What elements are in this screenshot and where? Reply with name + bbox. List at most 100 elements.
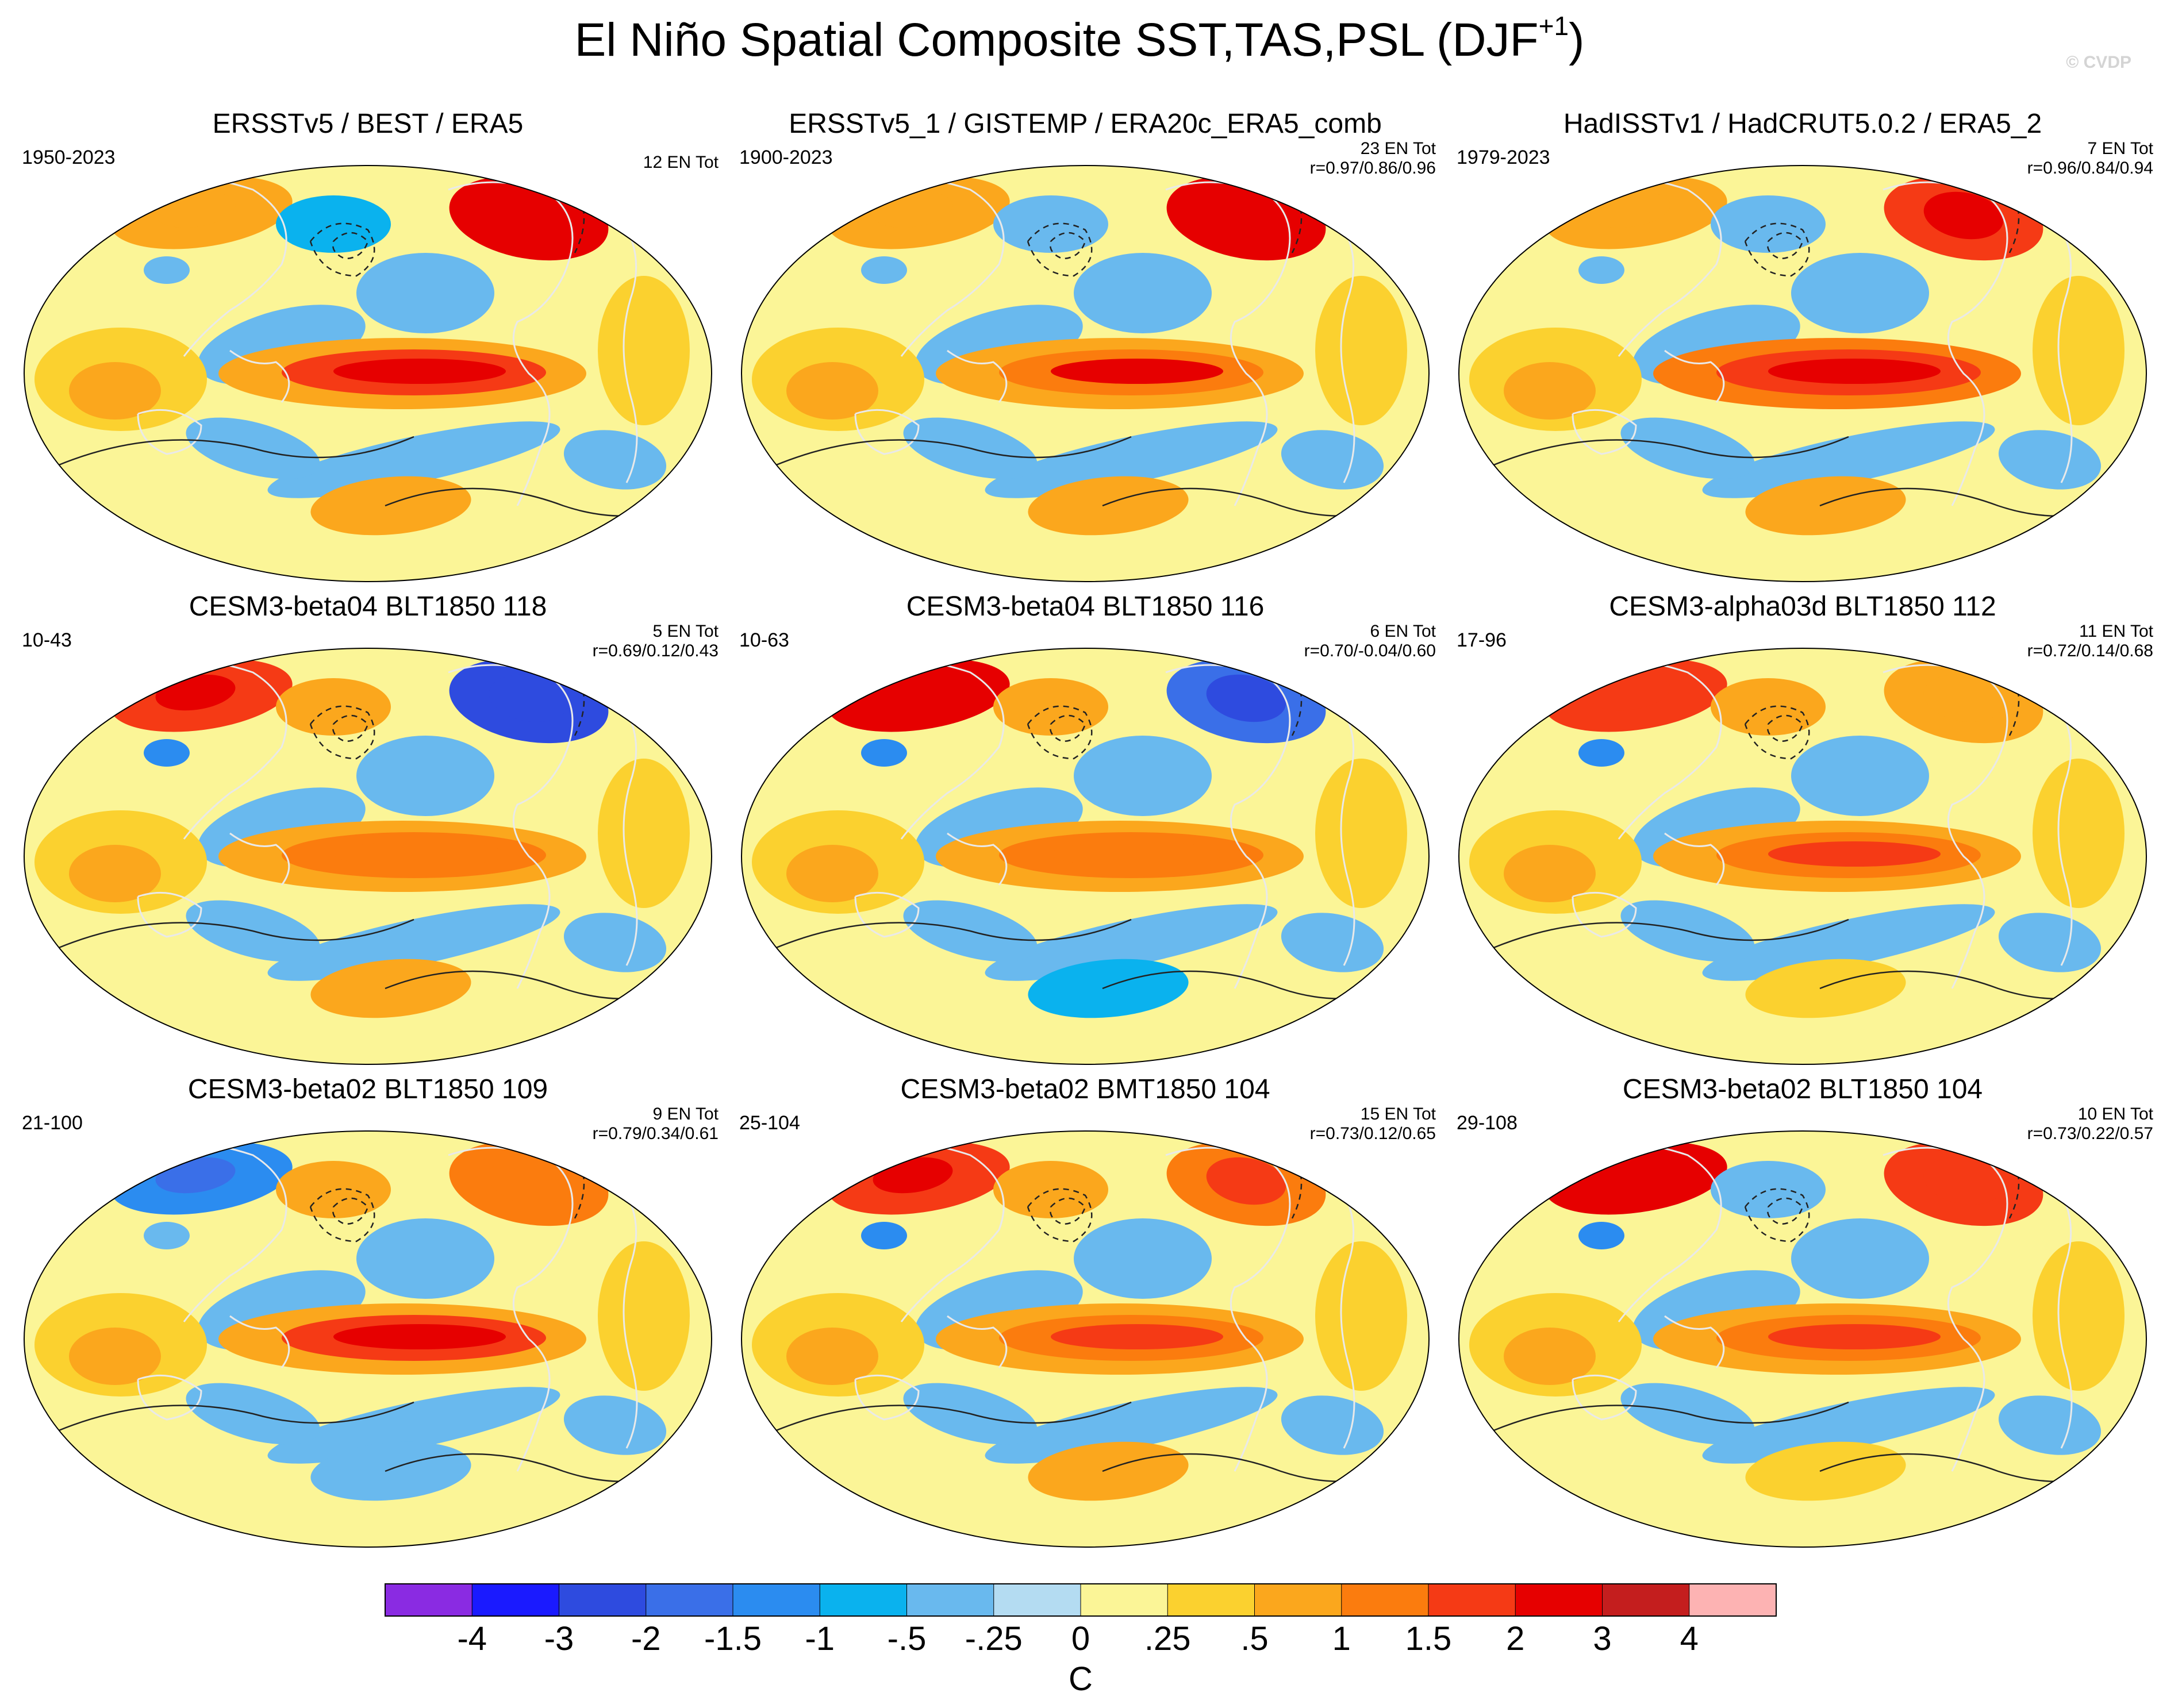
anomaly-atlantic — [1315, 276, 1407, 425]
anomaly-north-america-core — [1206, 191, 1286, 240]
anomaly-indian-ocean-core — [1504, 362, 1596, 420]
coastline — [947, 832, 1008, 886]
colorbar-segment — [1081, 1584, 1168, 1616]
coastline — [1664, 832, 1725, 886]
anomaly-south-pacific-band — [985, 421, 1278, 498]
panel-en-count: 5 EN Tot — [652, 622, 719, 641]
map-panel: HadISSTv1 / HadCRUT5.0.2 / ERA5_2 1979-20… — [1446, 103, 2159, 586]
map-border — [1458, 165, 2147, 582]
anomaly-atlantic — [2033, 276, 2125, 425]
panel-correlation: r=0.70/-0.04/0.60 — [1304, 641, 1436, 660]
world-map — [1458, 648, 2147, 1065]
coastline — [947, 1315, 1008, 1368]
map-panel: ERSSTv5 / BEST / ERA5 1950-2023 12 EN Tot — [11, 103, 724, 586]
panel-correlation: r=0.73/0.12/0.65 — [1309, 1124, 1436, 1143]
anomaly-south-pacific-band — [267, 1387, 560, 1464]
colorbar-tick-label: 1.5 — [1405, 1620, 1452, 1657]
anomaly-ne-pacific — [356, 736, 494, 816]
anomaly-ne-pacific — [356, 1218, 494, 1299]
anomaly-ne-pacific — [356, 253, 494, 333]
colorbar-tick-label: 1 — [1332, 1620, 1351, 1657]
coastline — [947, 349, 1008, 403]
panel-years: 10-43 — [22, 629, 72, 651]
world-map — [24, 1130, 712, 1548]
coastline — [620, 218, 638, 483]
anomaly-southern-ocean — [1028, 1441, 1189, 1501]
world-map — [741, 648, 1430, 1065]
anomaly-southern-ocean — [1028, 476, 1189, 536]
colorbar-segment — [820, 1584, 907, 1616]
anomaly-tibet — [1578, 1222, 1624, 1249]
nino-tongue-core — [1768, 841, 1941, 867]
anomaly-indian-ocean-core — [69, 845, 161, 902]
colorbar-tick-label: -4 — [457, 1620, 487, 1657]
anomaly-southern-ocean — [1745, 959, 1906, 1018]
map-border — [741, 648, 1430, 1065]
panel-years: 10-63 — [739, 629, 789, 651]
anomaly-tibet — [1578, 256, 1624, 284]
anomaly-south-pacific-band — [1702, 1387, 1995, 1464]
coastline — [1337, 1183, 1355, 1449]
anomaly-ne-pacific — [1791, 1218, 1929, 1299]
panel-correlation: r=0.69/0.12/0.43 — [592, 641, 719, 660]
anomaly-indian-ocean-core — [786, 362, 878, 420]
panel-years: 17-96 — [1457, 629, 1507, 651]
psl-contour — [57, 436, 414, 467]
colorbar-frame — [385, 1583, 1777, 1617]
anomaly-north-america-core — [489, 674, 569, 722]
anomaly-nw-pacific-high — [993, 195, 1108, 253]
panel-title: CESM3-alpha03d BLT1850 112 — [1609, 591, 1996, 622]
anomaly-south-atlantic — [1998, 1395, 2102, 1455]
world-map — [741, 165, 1430, 582]
nino-tongue-core — [1768, 359, 1941, 384]
psl-contour — [309, 705, 375, 760]
panel-en-count: 11 EN Tot — [2079, 622, 2153, 641]
colorbar-segment — [1515, 1584, 1603, 1616]
anomaly-south-atlantic — [563, 913, 667, 972]
psl-contour — [332, 232, 369, 260]
psl-contour — [57, 918, 414, 949]
colorbar-tick-label: -3 — [544, 1620, 574, 1657]
colorbar-segment — [646, 1584, 733, 1616]
anomaly-indian-ocean-core — [69, 362, 161, 420]
anomaly-indian-ocean-core — [786, 845, 878, 902]
panel-years: 1900-2023 — [739, 147, 833, 168]
anomaly-ne-pacific — [1791, 253, 1929, 333]
psl-contour — [774, 918, 1132, 949]
psl-contour — [1492, 1401, 1849, 1432]
psl-contour — [1049, 714, 1086, 743]
anomaly-south-pacific-band — [1702, 421, 1995, 498]
colorbar-segment — [906, 1584, 994, 1616]
panel-en-count: 12 EN Tot — [643, 153, 719, 172]
anomaly-north-america-core — [489, 1157, 569, 1205]
colorbar-segment — [1341, 1584, 1428, 1616]
psl-contour — [1027, 222, 1093, 277]
psl-contour — [1744, 1188, 1810, 1242]
map-border — [1458, 648, 2147, 1065]
coastline — [620, 1183, 638, 1449]
anomaly-tibet — [861, 1222, 907, 1249]
anomaly-north-america-core — [1923, 191, 2004, 240]
colorbar-tick-label: .5 — [1240, 1620, 1269, 1657]
psl-contour — [1744, 705, 1810, 760]
anomaly-south-pacific-band — [267, 904, 560, 981]
panel-en-count: 15 EN Tot — [1360, 1105, 1436, 1124]
anomaly-tibet — [861, 256, 907, 284]
colorbar-segment — [385, 1584, 472, 1616]
map-border — [24, 648, 712, 1065]
colorbar-tick-label: -.5 — [887, 1620, 927, 1657]
anomaly-atlantic — [2033, 1241, 2125, 1391]
world-map — [741, 1130, 1430, 1548]
nino-tongue-core — [333, 1324, 506, 1349]
map-panel: CESM3-beta02 BLT1850 109 21-100 9 EN Tot r=… — [11, 1069, 724, 1552]
psl-contour — [1766, 232, 1804, 260]
world-map — [1458, 165, 2147, 582]
psl-contour — [1027, 1188, 1093, 1242]
anomaly-south-pacific-band — [1702, 904, 1995, 981]
panel-years: 1979-2023 — [1457, 147, 1550, 168]
psl-contour — [774, 1401, 1132, 1432]
panel-correlation: r=0.96/0.84/0.94 — [2027, 159, 2153, 178]
colorbar-tick-label: 0 — [1071, 1620, 1090, 1657]
coastline — [1664, 349, 1725, 403]
anomaly-ne-pacific — [1074, 253, 1212, 333]
